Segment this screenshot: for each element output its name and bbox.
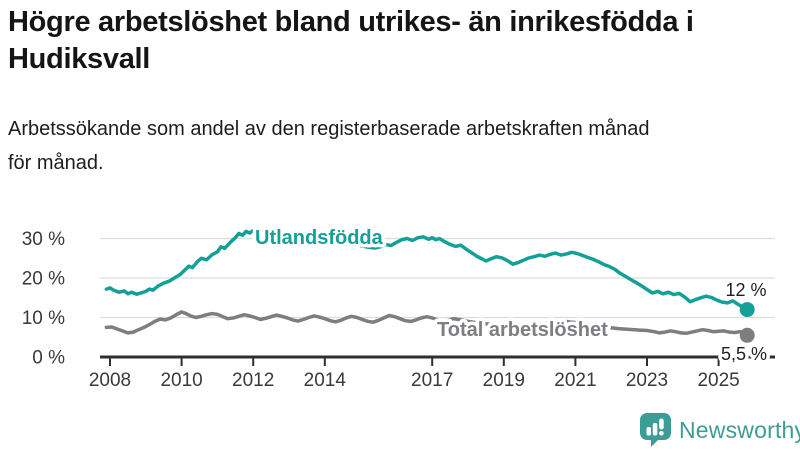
chart-subtitle-line2: för månad. — [8, 152, 104, 174]
series-line-utlandsfodda — [104, 228, 749, 312]
x-tick-label-2019: 2019 — [483, 370, 525, 391]
newsworthy-wordmark: Newsworthy — [679, 416, 800, 443]
x-tick-label-2012: 2012 — [232, 370, 274, 391]
y-tick-label-10: 10 % — [22, 308, 65, 329]
newsworthy-logo[interactable]: Newsworthy — [639, 412, 800, 448]
series-end-dot-utlandsfodda — [739, 302, 755, 318]
chart-title-line1: Högre arbetslöshet bland utrikes- än inr… — [8, 6, 694, 38]
series-label-utlandsfodda: Utlandsfödda — [255, 227, 384, 249]
x-tick-label-2017: 2017 — [411, 370, 453, 391]
x-tick-label-2023: 2023 — [626, 370, 668, 391]
x-tick-label-2021: 2021 — [554, 370, 596, 391]
series-line-total — [104, 310, 749, 338]
chart-subtitle-line1: Arbetssökande som andel av den registerb… — [8, 118, 650, 140]
y-tick-label-30: 30 % — [22, 229, 65, 250]
y-tick-label-20: 20 % — [22, 269, 65, 290]
x-tick-label-2025: 2025 — [697, 370, 739, 391]
series-label-total-arbetsloshet: Total arbetslöshet — [437, 319, 608, 341]
x-tick-label-2008: 2008 — [89, 370, 131, 391]
chart-subtitle: Arbetssökande som andel av den registerb… — [8, 112, 650, 180]
x-tick-label-2010: 2010 — [160, 370, 202, 391]
chart-title: Högre arbetslöshet bland utrikes- än inr… — [8, 4, 694, 78]
x-tick-label-2014: 2014 — [304, 370, 347, 391]
bar-chart-speech-bubble-icon — [640, 413, 671, 447]
chart-title-line2: Hudiksvall — [8, 43, 151, 75]
end-value-label-total: 5,5 % — [721, 344, 767, 364]
series-end-dot-total — [739, 327, 755, 343]
y-tick-label-0: 0 % — [32, 348, 65, 369]
end-value-label-utlandsfodda: 12 % — [725, 280, 766, 300]
